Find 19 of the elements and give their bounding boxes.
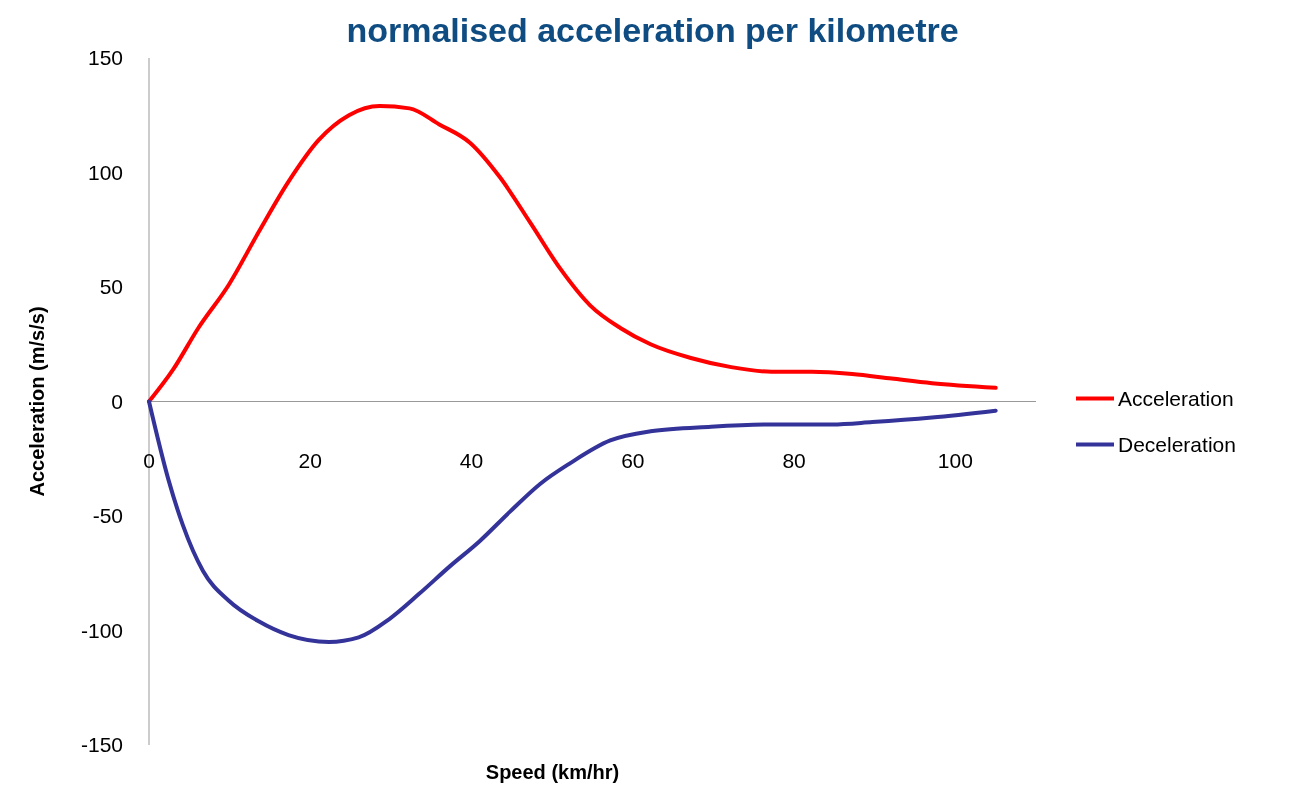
x-axis-title: Speed (km/hr): [485, 761, 620, 783]
y-tick-label: 50: [99, 275, 123, 299]
y-tick-label: 150: [87, 46, 123, 70]
legend-label: Deceleration: [1118, 432, 1236, 456]
x-tick-label: 0: [143, 448, 155, 472]
y-axis-title: Acceleration (m/s/s): [26, 306, 48, 497]
chart-title: normalised acceleration per kilometre: [346, 11, 959, 49]
y-tick-label: -100: [80, 618, 123, 642]
y-tick-label: 0: [111, 389, 123, 413]
y-tick-label: 100: [87, 160, 123, 184]
y-tick-label: -150: [80, 733, 123, 757]
x-tick-label: 80: [782, 448, 806, 472]
line-series: [147, 104, 998, 404]
x-tick-label: 20: [298, 448, 322, 472]
legend-label: Acceleration: [1118, 386, 1234, 410]
x-tick-label: 40: [459, 448, 484, 472]
x-tick-label: 100: [937, 448, 973, 472]
x-tick-label: 60: [621, 448, 645, 472]
y-tick-label: -50: [92, 504, 123, 528]
